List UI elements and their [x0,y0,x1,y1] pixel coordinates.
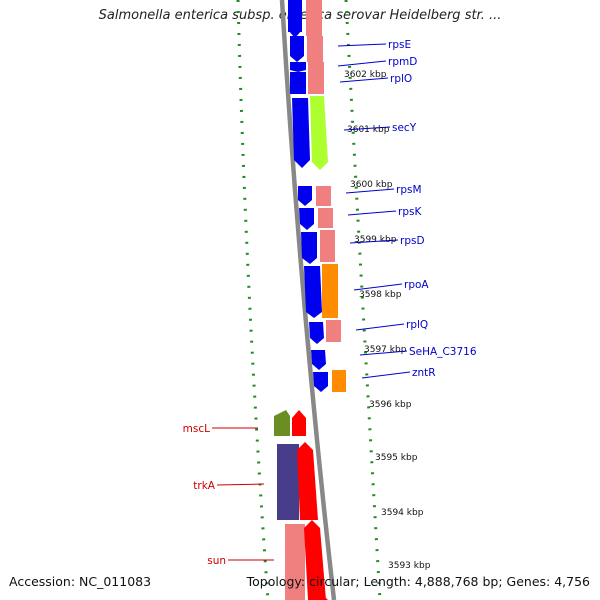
gene-leader-line [337,60,387,67]
gene-leader-line [349,239,399,244]
gene-label-rplO: rplO [390,73,412,85]
cog-rplO [308,62,324,94]
gene-rplQ-forward [309,322,324,344]
cog-rplQ [326,320,341,342]
gene-label-trkA: trkA [193,480,216,492]
forward-strand-genes [288,0,328,392]
gene-label-rpsE: rpsE [388,39,411,51]
cog-rpsM [316,186,331,206]
gene-rplO-forward [290,62,306,72]
gene-sun-cog [304,520,326,600]
cog-rpoA [322,264,338,318]
gene-rpmD-forward [290,36,304,62]
gene-next-cog [312,592,328,600]
gene-label-rplQ: rplQ [406,319,428,331]
accession-label: Accession: NC_011083 [9,574,152,589]
tick-label: 3599 kbp [354,235,397,245]
tick-label: 3600 kbp [350,180,393,190]
cog-rpmD [307,36,323,62]
gene-label-mscL: mscL [183,423,210,435]
outer-dotted-track [344,0,382,600]
gene-leader-line [343,126,391,131]
gene-label-rpsK: rpsK [398,206,422,218]
gene-label-secY: secY [392,122,417,134]
inner-dotted-track [236,0,270,600]
gene-label-rpsD: rpsD [400,235,425,247]
gene-leader-line [216,483,265,486]
tick-label: 3594 kbp [381,508,424,518]
gene-rpoA-forward [304,266,322,318]
gene-mscL-cog [292,410,306,436]
gene-mscL-reverse [274,410,290,436]
gene-label-sun: sun [207,555,226,567]
gene-label-rpmD: rpmD [388,56,417,68]
gene-label-SeHA_C3716: SeHA_C3716 [409,346,477,358]
gene-label-rpsM: rpsM [396,184,422,196]
tick-label: 3598 kbp [359,290,402,300]
gene-rpsD-forward [301,232,317,264]
kbp-ticks: 3602 kbp 3601 kbp 3600 kbp 3599 kbp 3598 kbp… [344,70,431,571]
right-gene-labels: rpsE rpmD rplO secY rpsM rpsK rpsD rpoA rplQ SeHA… [337,39,477,379]
backbone-ring [279,0,337,600]
gene-secY-forward [292,98,310,168]
tick-label: 3602 kbp [344,70,387,80]
gene-leader-line [339,77,389,83]
left-gene-labels: mscL trkA sun [183,423,274,567]
gene-label-zntR: zntR [412,367,436,379]
gene-trkA-reverse [277,444,299,520]
cog-rpsE [306,0,322,36]
tick-label: 3595 kbp [375,453,418,463]
cog-secY [310,96,328,170]
gene-leader-line [347,210,397,216]
gene-leader-line [345,188,395,194]
gene-rpsM-forward [298,186,312,206]
gene-leader-line [353,283,403,291]
gene-rplO-body [290,72,306,94]
reverse-strand-genes [274,410,328,600]
gene-rpsE-arrow [288,30,302,38]
gene-rpsK-forward [299,208,314,230]
tick-label: 3593 kbp [388,561,431,571]
genome-stats-label: Topology: circular; Length: 4,888,768 bp… [246,574,590,589]
gene-leader-line [355,323,405,331]
tick-label: 3601 kbp [347,125,390,135]
gene-SeHA_C3716-forward [311,350,326,370]
gene-sun-reverse [285,524,305,600]
cog-rpsK [318,208,333,228]
gene-rpsE-forward [288,0,302,32]
cog-zntR [332,370,346,392]
gene-zntR-forward [313,372,328,392]
gene-label-rpoA: rpoA [404,279,429,291]
tick-label: 3596 kbp [369,400,412,410]
cog-rpsD [320,230,335,262]
cog-track [306,0,346,392]
tick-label: 3597 kbp [364,345,407,355]
gene-trkA-cog [297,442,318,520]
gene-leader-line [361,371,411,379]
gene-leader-line [337,43,387,47]
gene-leader-line [359,350,408,356]
